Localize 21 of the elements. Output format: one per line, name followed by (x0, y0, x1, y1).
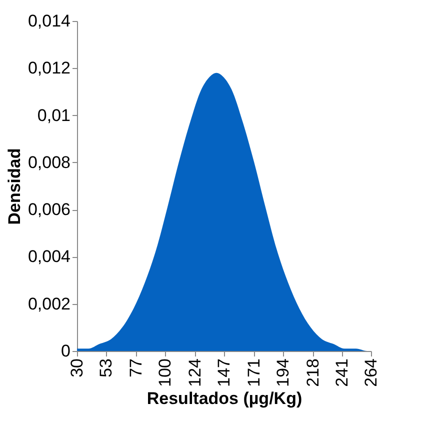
y-axis-title: Densidad (4, 148, 24, 225)
x-tick-label: 241 (332, 358, 352, 387)
y-tick-label: 0,002 (28, 294, 70, 314)
y-tick-label: 0 (61, 342, 70, 360)
y-tick-label: 0,008 (28, 152, 70, 172)
x-tick-label: 264 (362, 358, 380, 387)
x-tick-label: 53 (96, 358, 116, 378)
y-tick-label: 0,014 (28, 12, 70, 30)
y-tick-label: 0,006 (28, 200, 70, 220)
x-tick-label: 100 (155, 358, 174, 387)
y-tick-label: 0,012 (28, 58, 70, 78)
x-tick-label: 147 (214, 358, 234, 387)
x-tick-label: 124 (186, 358, 205, 387)
x-tick-label: 194 (274, 358, 293, 387)
x-tick-label: 218 (304, 358, 323, 387)
x-tick-label: 171 (244, 358, 264, 387)
x-tick-label: 77 (126, 358, 146, 378)
y-tick-label: 0,01 (37, 106, 70, 125)
x-axis-title: Resultados (µg/Kg) (146, 388, 302, 408)
x-tick-label: 30 (68, 358, 86, 378)
y-tick-label: 0,004 (28, 247, 70, 266)
